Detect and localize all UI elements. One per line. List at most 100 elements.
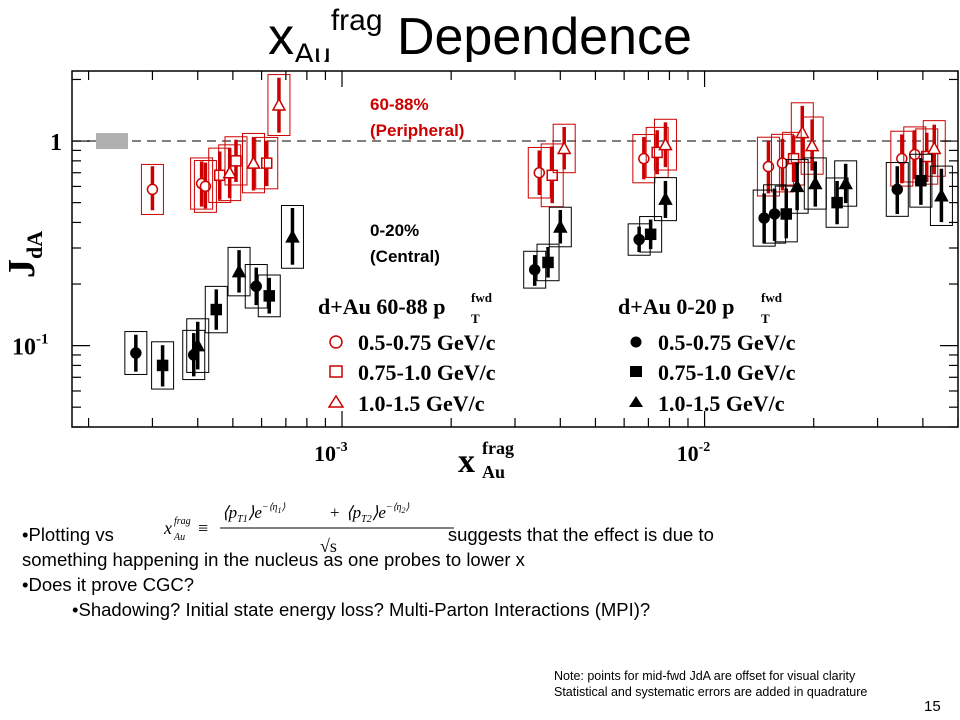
systematic-box [151, 341, 175, 390]
systematic-box [124, 331, 148, 375]
data-point-circle [199, 180, 212, 193]
systematic-box [227, 246, 251, 297]
systematic-box [885, 162, 909, 217]
legend-col1-title: d+Au 60-88 p [318, 294, 445, 319]
bullet-3: •Shadowing? Initial state energy loss? M… [72, 599, 651, 620]
legend-row1-label-central: 0.5-0.75 GeV/c [658, 330, 796, 355]
page-number: 15 [924, 698, 941, 715]
systematic-box [224, 136, 248, 186]
legend-col1-sup: fwd [471, 290, 493, 305]
central-annotation: 0-20% (Central) [370, 221, 440, 266]
data-point-triangle [231, 264, 247, 278]
data-point-triangle [190, 338, 205, 352]
legend-marker-filled-circle [630, 336, 642, 348]
data-point-circle [758, 212, 770, 224]
svg-text:frag: frag [174, 516, 191, 527]
x-tick-label: 10-2 [677, 440, 711, 466]
peripheral-annotation: 60-88% (Peripheral) [370, 95, 465, 140]
data-point-triangle [271, 97, 287, 111]
systematic-box [548, 206, 572, 248]
y-axis-label: JdA [1, 231, 47, 278]
data-point-square [915, 174, 927, 187]
systematic-box [523, 250, 547, 289]
data-point-triangle [808, 175, 823, 190]
bullet-list: •Plotting vs suggests that the effect is … [22, 522, 942, 622]
data-point-triangle [222, 165, 237, 179]
data-point-circle [768, 208, 781, 220]
systematic-box [182, 329, 206, 381]
systematic-box [140, 163, 164, 215]
systematic-box [552, 123, 576, 174]
svg-text:x: x [163, 518, 172, 538]
data-point-triangle [926, 140, 942, 155]
systematic-box [922, 120, 946, 177]
data-point-triangle [285, 229, 300, 243]
footnote: Note: points for mid-fwd JdA are offset … [554, 669, 868, 699]
data-point-square [546, 169, 558, 182]
legend-col2-title: d+Au 0-20 p [618, 294, 734, 319]
data-point-square [230, 155, 242, 167]
legend-row2-label-central: 0.75-1.0 GeV/c [658, 360, 796, 385]
data-point-triangle [804, 138, 820, 152]
svg-text:√s: √s [320, 536, 337, 556]
svg-text:⟨pT1⟩e−⟨η1⟩: ⟨pT1⟩e−⟨η1⟩ [222, 502, 286, 525]
systematic-box [800, 116, 824, 175]
data-point-triangle [789, 178, 805, 193]
systematic-box [244, 264, 268, 309]
legend-row1-label-peripheral: 0.5-0.75 GeV/c [358, 330, 496, 355]
legend-marker-open-square [329, 365, 343, 378]
legend: d+Au 60-88 p fwd T d+Au 0-20 p fwd T 0.5… [318, 290, 796, 416]
data-point-circle [528, 263, 541, 276]
systematic-box [186, 318, 210, 373]
bullet-1-cont: something happening in the nucleus as on… [22, 549, 525, 570]
systematic-box [536, 243, 560, 282]
y-tick-label: 10-1 [12, 332, 49, 361]
systematic-box [915, 128, 939, 185]
legend-marker-open-triangle [327, 394, 345, 408]
slide-title: xAufrag Dependence [268, 4, 692, 71]
legend-row2-label-peripheral: 0.75-1.0 GeV/c [358, 360, 496, 385]
data-point-square [210, 303, 223, 316]
data-point-triangle [838, 175, 853, 190]
legend-col1-sub: T [471, 311, 480, 326]
systematic-box [803, 157, 827, 210]
data-point-circle [891, 183, 904, 196]
systematic-box [929, 165, 953, 226]
data-point-circle [896, 152, 908, 165]
data-point-triangle [246, 155, 261, 169]
data-point-triangle [795, 125, 810, 139]
y-tick-label: 1 [50, 130, 62, 156]
data-point-square [260, 157, 273, 169]
systematic-box [267, 74, 291, 136]
systematic-box [190, 157, 214, 210]
systematic-box [204, 285, 228, 334]
data-point-triangle [553, 219, 568, 233]
data-point-triangle [556, 140, 572, 155]
data-point-circle [638, 152, 650, 165]
data-point-triangle [934, 188, 949, 202]
systematic-box [909, 153, 933, 208]
data-point-square [787, 152, 800, 165]
data-point-square [156, 359, 169, 372]
systematic-box [653, 118, 677, 171]
systematic-box [257, 274, 281, 318]
data-point-triangle [658, 137, 673, 151]
systematic-box [540, 143, 564, 208]
data-point-square [542, 256, 554, 269]
data-point-square [651, 146, 663, 159]
data-point-triangle [658, 191, 673, 205]
legend-marker-open-circle [329, 335, 343, 349]
svg-text:+: + [330, 503, 340, 522]
legend-marker-filled-triangle [629, 396, 643, 407]
svg-text:≡: ≡ [198, 518, 208, 538]
systematic-box [639, 216, 663, 253]
systematic-box [785, 159, 809, 214]
data-point-circle [533, 166, 546, 179]
x-axis-label: x [458, 443, 475, 480]
data-point-circle [762, 160, 775, 173]
legend-col2-sup: fwd [761, 290, 783, 305]
data-point-circle [130, 347, 142, 359]
systematic-box [218, 144, 242, 202]
bullet-1: •Plotting vs suggests that the effect is … [22, 524, 714, 545]
data-point-circle [146, 183, 159, 196]
